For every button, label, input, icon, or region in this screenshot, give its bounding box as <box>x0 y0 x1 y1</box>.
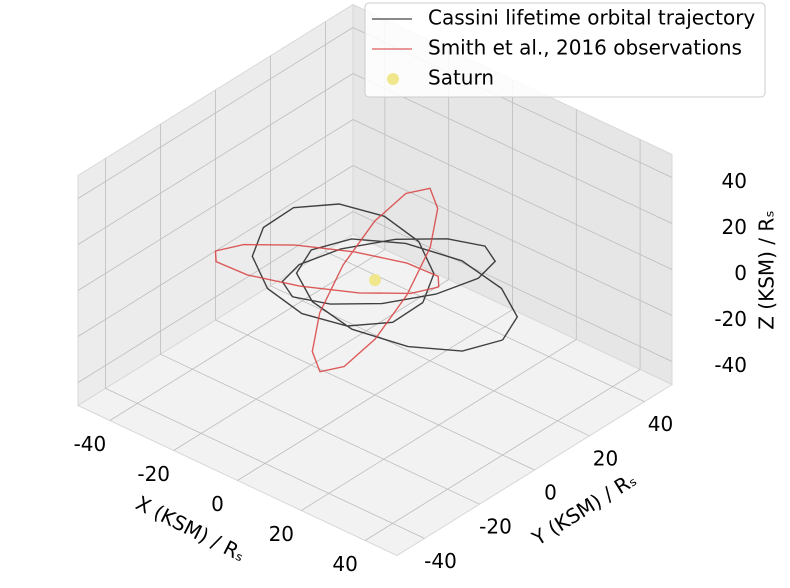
legend-box <box>364 2 766 98</box>
legend-label: Saturn <box>428 66 494 90</box>
saturn-point <box>369 274 381 286</box>
x-tick-label: -20 <box>137 462 170 486</box>
grid-line <box>270 285 590 437</box>
y-tick-label: 40 <box>648 412 673 436</box>
trajectory-line <box>251 203 519 352</box>
grid-line <box>352 119 673 270</box>
grid-line <box>77 211 354 383</box>
x-axis-label: X (KSM) / Rₛ <box>132 491 249 567</box>
grid <box>77 19 673 541</box>
z-tick-label: -40 <box>714 353 747 377</box>
z-tick-label: 20 <box>722 215 747 239</box>
y-tick-label: -40 <box>424 549 457 573</box>
grid-line <box>352 165 673 316</box>
y-tick-label: 20 <box>593 446 618 470</box>
grid-line <box>105 388 425 539</box>
z-tick-label: -20 <box>714 307 747 331</box>
x-tick-label: 20 <box>269 522 294 546</box>
legend-swatch <box>387 73 399 85</box>
grid-line <box>77 73 354 245</box>
grid-line <box>160 353 480 505</box>
legend: Cassini lifetime orbital trajectory Smith… <box>364 2 766 98</box>
x-tick-label: 40 <box>332 552 357 576</box>
x-tick-label: -40 <box>74 432 107 456</box>
y-tick-label: 0 <box>544 481 557 505</box>
grid-line <box>77 119 354 291</box>
plot-area <box>214 187 519 373</box>
z-axis-label: Z (KSM) / Rₛ <box>755 210 779 330</box>
x-tick-label: 0 <box>211 492 224 516</box>
grid-line <box>215 319 535 471</box>
z-tick-label: 0 <box>734 261 747 285</box>
legend-label: Smith et al., 2016 observations <box>428 36 742 60</box>
legend-label: Cassini lifetime orbital trajectory <box>428 6 755 30</box>
grid-line <box>352 211 673 362</box>
grid-line <box>77 27 354 199</box>
y-tick-label: -20 <box>479 515 512 539</box>
trajectory-line <box>214 187 440 373</box>
grid-line <box>352 73 673 224</box>
z-tick-label: 40 <box>722 169 747 193</box>
